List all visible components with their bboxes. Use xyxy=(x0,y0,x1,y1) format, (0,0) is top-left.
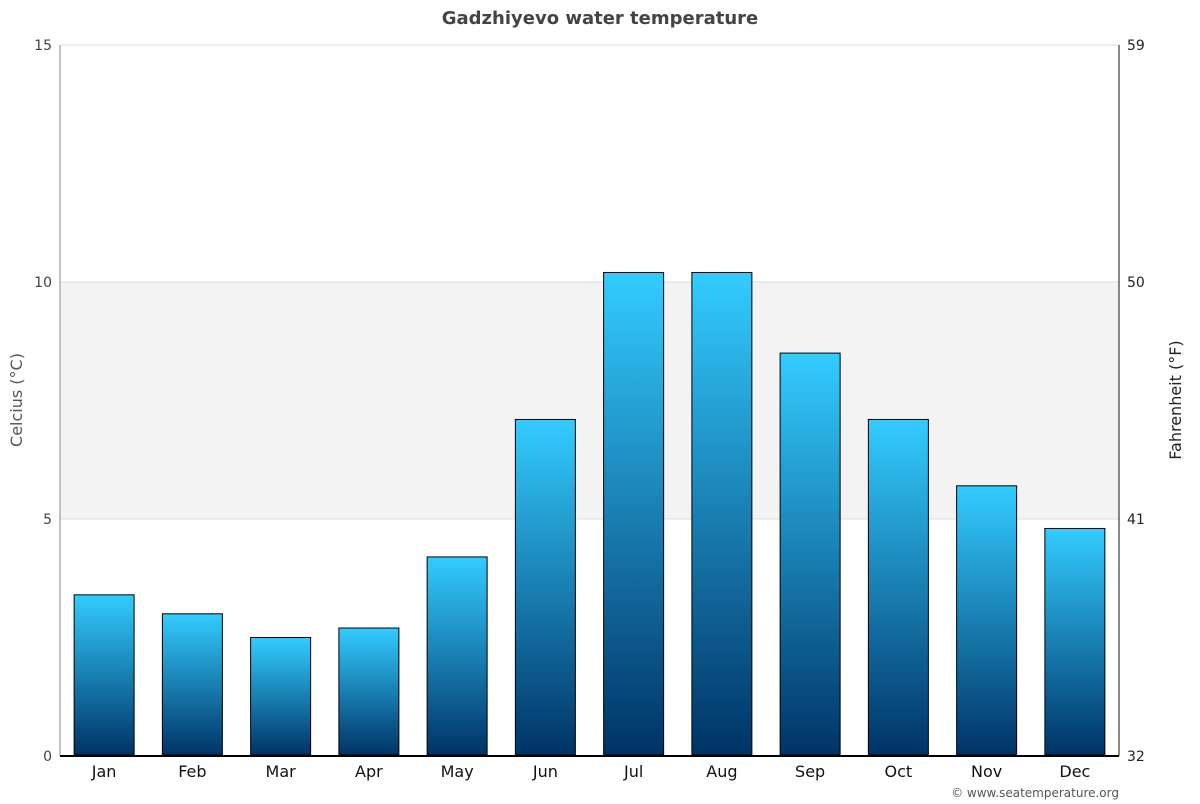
x-tick-label: Nov xyxy=(971,762,1002,781)
chart-title: Gadzhiyevo water temperature xyxy=(442,8,759,29)
x-tick-label: Mar xyxy=(266,762,297,781)
bar-nov xyxy=(956,485,1018,756)
y-tick-label: 5 xyxy=(43,512,52,528)
bar-jan xyxy=(73,594,135,756)
bar-dec xyxy=(1044,527,1106,756)
footer-credit: © www.seatemperature.org xyxy=(951,786,1119,800)
x-tick-label: Sep xyxy=(795,762,825,781)
y-axis-label: Celcius (°C) xyxy=(7,353,26,447)
x-tick-label: Jun xyxy=(532,762,558,781)
x-tick-label: Feb xyxy=(178,762,206,781)
bar-oct xyxy=(867,418,929,756)
bar-feb xyxy=(161,613,223,756)
y2-tick-label: 50 xyxy=(1127,275,1145,291)
x-tick-label: Aug xyxy=(706,762,737,781)
x-tick-label: Jan xyxy=(91,762,117,781)
bar-may xyxy=(426,556,488,756)
x-tick-label: Jul xyxy=(623,762,643,781)
bar-mar xyxy=(250,637,312,756)
y2-tick-label: 32 xyxy=(1127,749,1145,765)
y-tick-label: 0 xyxy=(43,749,52,765)
bar-apr xyxy=(338,627,400,756)
x-tick-label: Apr xyxy=(355,762,383,781)
x-tick-label: Dec xyxy=(1059,762,1090,781)
x-tick-label: May xyxy=(441,762,474,781)
y2-tick-label: 59 xyxy=(1127,38,1145,54)
bar-jul xyxy=(603,272,665,756)
bar-aug xyxy=(691,272,753,756)
y-tick-label: 10 xyxy=(34,275,52,291)
y2-axis-label: Fahrenheit (°F) xyxy=(1166,340,1185,459)
y2-tick-label: 41 xyxy=(1127,512,1145,528)
highlight-band xyxy=(60,282,1119,519)
y-tick-label: 15 xyxy=(34,38,52,54)
bar-sep xyxy=(779,352,841,756)
bar-jun xyxy=(514,418,576,756)
x-tick-label: Oct xyxy=(885,762,913,781)
